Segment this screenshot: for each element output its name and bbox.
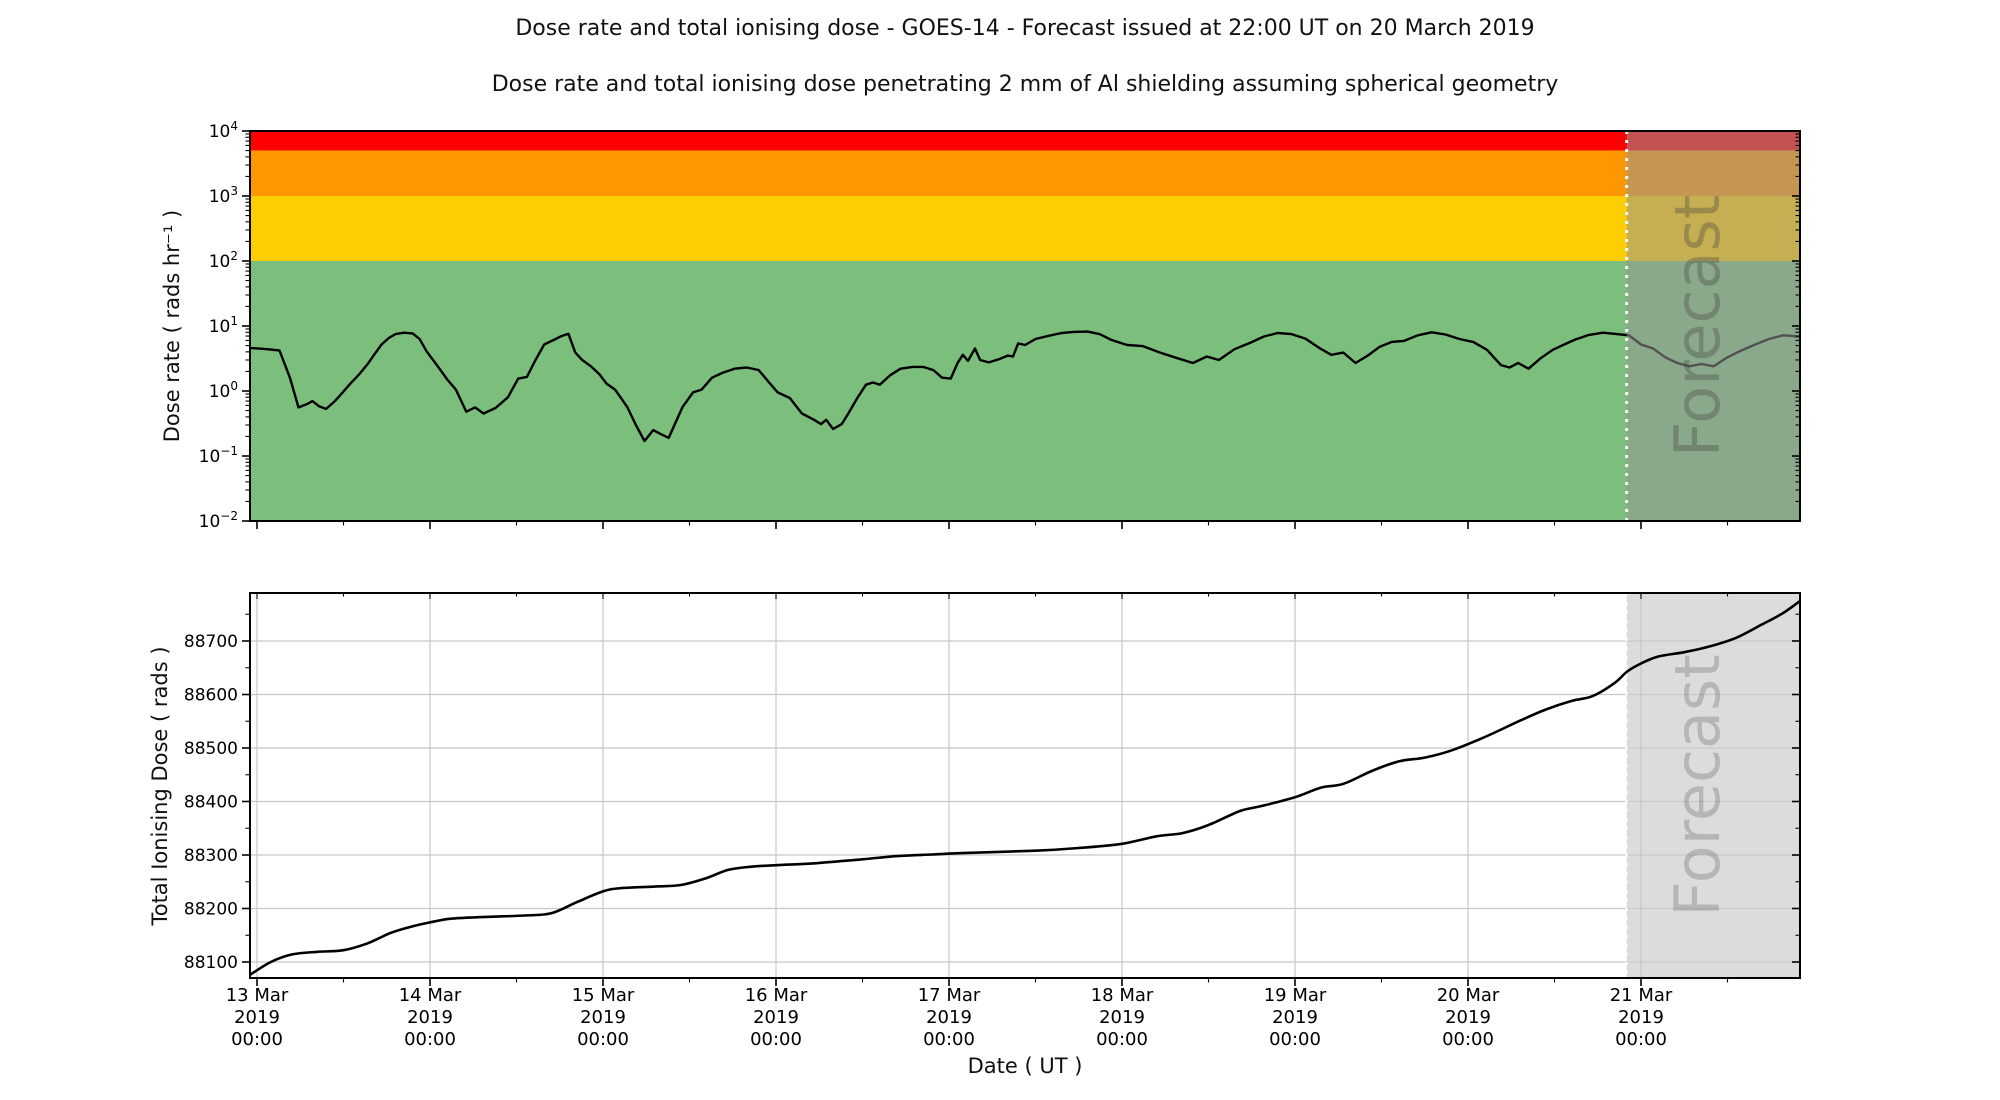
total-dose-y-ticks: 88100 88200 88300 88400 88500 88600 88700 [184,613,1800,973]
dose-rate-ytick-label: 103 [209,184,238,207]
date-tick-label: 2019 [407,1007,453,1028]
total-dose-ytick-label: 88200 [184,900,238,920]
dose-rate-ylabel: Dose rate ( rads hr⁻¹ ) [160,209,184,443]
total-dose-ylabel: Total Ionising Dose ( rads ) [148,646,172,926]
dose-band-orange [250,150,1800,196]
dose-band-red [250,131,1800,151]
date-tick-label: 20 Mar [1437,985,1500,1006]
date-tick-label: 00:00 [750,1029,802,1050]
date-tick-label: 2019 [1099,1007,1145,1028]
forecast-watermark-bottom: Forecast [1661,654,1734,916]
date-tick-label: 2019 [234,1007,280,1028]
date-tick-label: 2019 [580,1007,626,1028]
total-dose-curve [249,599,1801,976]
date-tick-label: 17 Mar [918,985,981,1006]
date-tick-label: 19 Mar [1264,985,1327,1006]
dose-rate-ytick-label: 10−2 [199,509,238,532]
x-axis-label: Date ( UT ) [967,1054,1083,1078]
total-dose-ytick-label: 88100 [184,953,238,973]
date-tick-label: 00:00 [404,1029,456,1050]
dose-rate-ytick-label: 100 [209,379,238,402]
dose-rate-ytick-label: 101 [209,314,238,337]
date-tick-label: 15 Mar [572,985,635,1006]
total-dose-ytick-label: 88300 [184,846,238,866]
date-tick-label: 2019 [1618,1007,1664,1028]
dose-rate-ytick-label: 104 [209,119,238,142]
date-tick-label: 2019 [753,1007,799,1028]
total-dose-ytick-label: 88600 [184,686,238,706]
date-tick-label: 14 Mar [399,985,462,1006]
total-dose-ytick-label: 88500 [184,739,238,759]
date-tick-label: 13 Mar [226,985,289,1006]
total-dose-grid [250,593,1800,978]
date-tick-label: 00:00 [1615,1029,1667,1050]
dose-band-green [250,261,1800,521]
forecast-watermark-top: Forecast [1661,195,1734,457]
dose-band-yellow [250,196,1800,261]
date-tick-label: 2019 [926,1007,972,1028]
date-tick-label: 2019 [1272,1007,1318,1028]
dose-rate-panel: 104 103 102 101 100 10−1 10−2 [199,119,1801,532]
dose-rate-ytick-label: 102 [209,249,238,272]
date-tick-label: 00:00 [231,1029,283,1050]
date-tick-label: 2019 [1445,1007,1491,1028]
date-tick-label: 18 Mar [1091,985,1154,1006]
dose-rate-ytick-label: 10−1 [199,444,238,467]
date-tick-label: 21 Mar [1610,985,1673,1006]
dose-rate-curve [250,330,1801,443]
dose-rate-x-ticks [256,521,1729,529]
forecast-region-top [1626,131,1800,521]
date-tick-label: 00:00 [577,1029,629,1050]
total-dose-ytick-label: 88700 [184,632,238,652]
date-tick-label: 16 Mar [745,985,808,1006]
total-dose-frame [249,592,1801,979]
total-dose-ytick-label: 88400 [184,793,238,813]
page-title: Dose rate and total ionising dose - GOES… [515,16,1535,41]
date-tick-label: 00:00 [923,1029,975,1050]
total-dose-panel: 88100 88200 88300 88400 88500 88600 88700 13 Ma… [184,592,1801,1050]
page-subtitle: Dose rate and total ionising dose penetr… [491,72,1559,97]
date-tick-label: 00:00 [1096,1029,1148,1050]
date-tick-label: 00:00 [1442,1029,1494,1050]
date-tick-label: 00:00 [1269,1029,1321,1050]
